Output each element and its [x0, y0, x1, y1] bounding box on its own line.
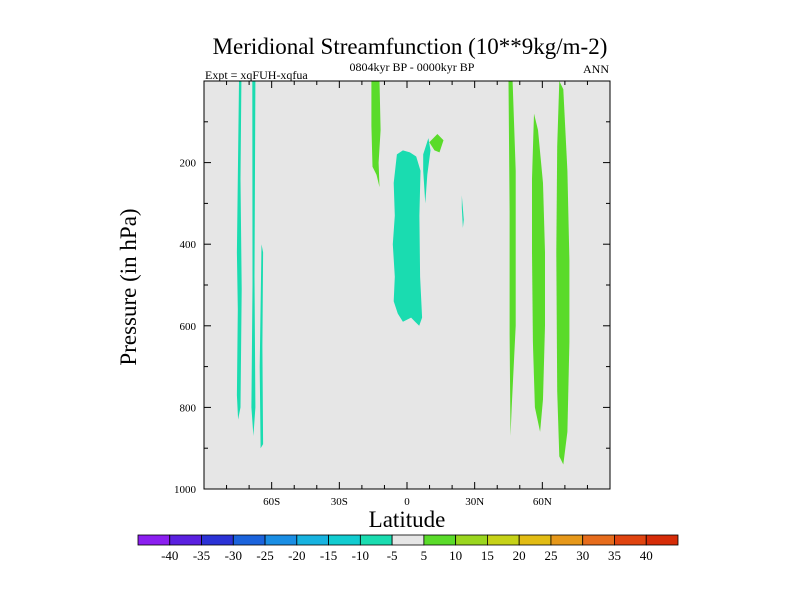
colorbar-label: 20: [513, 548, 526, 563]
colorbar: -40 -35 -30 -25 -20 -15 -10 -5 5 10 15 20 25 30 35 40: [137, 534, 679, 563]
contour-regions: [236, 81, 570, 465]
colorbar-box: [518, 534, 552, 546]
subtitle-left: Expt = xqFUH-xqfua: [205, 68, 308, 82]
colorbar-label: 40: [640, 548, 653, 563]
colorbar-label: -40: [161, 548, 178, 563]
colorbar-box: [550, 534, 584, 546]
colorbar-label: -10: [352, 548, 369, 563]
colorbar-label: 15: [481, 548, 494, 563]
y-axis-label: Pressure (in hPa): [116, 208, 141, 365]
colorbar-box: [487, 534, 520, 546]
contour-region-neg-f: [461, 195, 464, 228]
colorbar-box: [645, 534, 679, 546]
contour-region-pos-d: [532, 113, 545, 432]
y-tick-label: 1000: [174, 484, 197, 496]
axis-ticks: [204, 81, 610, 490]
y-tick-label: 200: [180, 158, 197, 170]
colorbar-label: 25: [544, 548, 557, 563]
subtitle-center: 0804kyr BP - 0000kyr BP: [350, 60, 475, 74]
colorbar-box: [264, 534, 298, 546]
colorbar-label: -5: [387, 548, 398, 563]
contour-region-neg-b: [251, 81, 256, 436]
contour-region-neg-a: [236, 81, 242, 420]
colorbar-box: [614, 534, 647, 546]
x-tick-label: 30S: [331, 496, 348, 508]
contour-region-pos-b: [429, 134, 444, 153]
colorbar-box: [232, 534, 266, 546]
colorbar-box: [296, 534, 329, 546]
colorbar-box: [391, 534, 425, 546]
colorbar-label: -25: [256, 548, 273, 563]
colorbar-label: -15: [320, 548, 337, 563]
colorbar-label: -20: [288, 548, 305, 563]
contour-region-neg-e: [423, 138, 431, 204]
axis-tick-labels: 60S 30S 0 30N 60N 200 400 600 800 1000: [174, 158, 552, 508]
colorbar-label: -35: [193, 548, 210, 563]
contour-region-pos-a: [371, 81, 381, 188]
contour-region-neg-d: [392, 150, 423, 326]
colorbar-box: [328, 534, 361, 546]
y-tick-label: 600: [180, 321, 197, 333]
colorbar-box: [455, 534, 488, 546]
x-axis-label: Latitude: [369, 507, 446, 532]
colorbar-label: 35: [608, 548, 621, 563]
x-tick-label: 60S: [263, 496, 280, 508]
colorbar-label: -30: [225, 548, 242, 563]
x-tick-label: 30N: [465, 496, 484, 508]
colorbar-box: [201, 534, 234, 546]
colorbar-box: [423, 534, 457, 546]
y-tick-label: 400: [180, 239, 197, 251]
contour-region-pos-c: [508, 81, 516, 436]
x-tick-label: 60N: [533, 496, 552, 508]
contour-region-neg-c: [259, 244, 264, 449]
subtitle-right: ANN: [583, 62, 609, 76]
colorbar-label: 30: [576, 548, 589, 563]
colorbar-label: 10: [449, 548, 462, 563]
contour-region-pos-e: [556, 81, 570, 465]
chart-title: Meridional Streamfunction (10**9kg/m-2): [213, 34, 608, 59]
colorbar-box: [582, 534, 615, 546]
colorbar-box: [169, 534, 202, 546]
y-tick-label: 800: [180, 402, 197, 414]
colorbar-box: [137, 534, 171, 546]
colorbar-label: 5: [421, 548, 428, 563]
colorbar-box: [359, 534, 393, 546]
x-tick-label: 0: [404, 496, 410, 508]
